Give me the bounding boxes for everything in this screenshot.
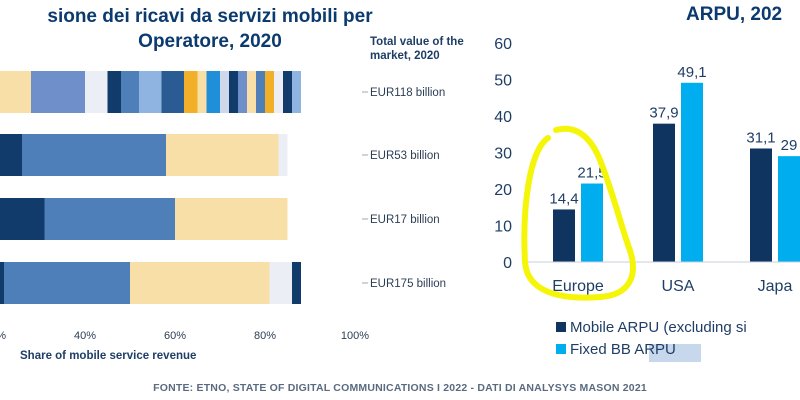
total-value-label-row1: EUR53 billion [370,150,440,162]
x-tick-label-0: 20% [0,330,6,342]
chart-title-right: ARPU, 202 [686,4,783,25]
stacked-bar-segment-row0-seg5 [107,71,121,113]
stacked-bar-segment-row2-seg1 [44,198,175,240]
x-tick-label-2: 60% [164,330,186,342]
arpu-data-label-usa-series0: 37,9 [649,105,678,122]
legend-label-series0: Mobile ARPU (excluding si [570,319,747,336]
y-tick-label-3: 30 [494,146,512,163]
stacked-bar-segment-row3-seg0 [0,262,4,304]
legend-swatch-series1 [556,344,566,354]
europe-highlight-marker [521,125,636,301]
x-category-label-0: Europe [552,278,604,295]
x-tick-label-4: 100% [341,330,369,342]
stacked-bar-segment-row0-seg10 [197,71,207,113]
stacked-bar-segment-row0-seg9 [184,71,198,113]
stacked-bar-segment-row0-seg3 [31,71,85,113]
total-value-header: Total value of the market, 2020 [370,35,464,63]
arpu-bar-japan-series0 [750,148,772,262]
source-footer: FONTE: ETNO, STATE OF DIGITAL COMMUNICAT… [153,382,647,394]
y-tick-label-0: 0 [503,255,512,272]
stacked-bar-segment-row0-seg18 [274,71,283,113]
x-category-label-2: Japa [758,278,793,295]
total-value-label-row3: EUR175 billion [370,278,446,290]
y-tick-label-6: 60 [494,36,512,53]
stacked-bar-segment-row2-seg2 [175,198,288,240]
arpu-data-label-japan-series0: 31,1 [746,129,775,146]
chart-title-left: sione dei ricavi da servizi mobili per O… [0,4,420,54]
x-tick-label-3: 80% [254,330,276,342]
stacked-bar-segment-row0-seg16 [256,71,265,113]
stacked-bar-segment-row3-seg2 [130,262,270,304]
arpu-data-label-japan-series1: 29 [781,137,798,154]
arpu-data-label-usa-series1: 49,1 [677,64,706,81]
chart-title-left-line1: sione dei ricavi da servizi mobili per [47,6,373,27]
stacked-bar-segment-row1-seg2 [166,134,279,176]
y-tick-label-5: 50 [494,73,512,90]
legend-text-selection-highlight [649,344,701,362]
stacked-bar-segment-row3-seg1 [4,262,130,304]
arpu-bar-usa-series0 [653,123,675,262]
stacked-bar-segment-row0-seg15 [247,71,256,113]
stacked-bar-segment-row0-seg6 [121,71,139,113]
stacked-bar-segment-row0-seg17 [265,71,274,113]
stacked-bar-segment-row0-seg20 [292,71,301,113]
stacked-bar-segment-row0-seg7 [139,71,162,113]
stacked-bar-segment-row2-seg0 [0,198,45,240]
total-value-header-line2: market, 2020 [370,50,440,62]
total-value-header-line1: Total value of the [370,36,464,48]
x-axis-title: Share of mobile service revenue [20,350,196,362]
legend-label-series1: Fixed BB ARPU [570,341,676,358]
x-category-label-1: USA [662,278,695,295]
arpu-data-label-europe-series0: 14,4 [549,190,578,207]
y-tick-label-1: 10 [494,219,512,236]
stacked-bar-segment-row0-seg8 [161,71,184,113]
stacked-bar-segment-row1-seg0 [0,134,22,176]
legend-swatch-series0 [556,322,566,332]
stacked-bar-segment-row0-seg19 [283,71,292,113]
arpu-bar-europe-series1 [581,183,603,262]
stacked-bar-segment-row0-seg13 [229,71,238,113]
y-tick-label-2: 20 [494,182,512,199]
stacked-bar-segment-row3-seg4 [292,262,301,304]
stacked-bar-segment-row0-seg14 [238,71,247,113]
stacked-bar-segment-row0-seg2 [0,71,31,113]
total-value-label-row2: EUR17 billion [370,214,440,226]
stacked-bar-segment-row3-seg3 [269,262,292,304]
arpu-bar-europe-series0 [553,209,575,262]
chart-title-left-line2: Operatore, 2020 [138,31,282,52]
stacked-bar-segment-row0-seg4 [85,71,108,113]
stacked-bar-segment-row1-seg1 [22,134,166,176]
y-tick-label-4: 40 [494,109,512,126]
total-value-label-row0: EUR118 billion [370,87,445,99]
stacked-bar-segment-row1-seg3 [278,134,288,176]
arpu-bar-usa-series1 [681,82,703,262]
stacked-bar-segment-row0-seg12 [220,71,229,113]
arpu-bar-japan-series1 [778,156,800,262]
stacked-bar-segment-row0-seg11 [206,71,220,113]
arpu-data-label-europe-series1: 21,5 [577,165,606,182]
x-tick-label-1: 40% [74,330,96,342]
